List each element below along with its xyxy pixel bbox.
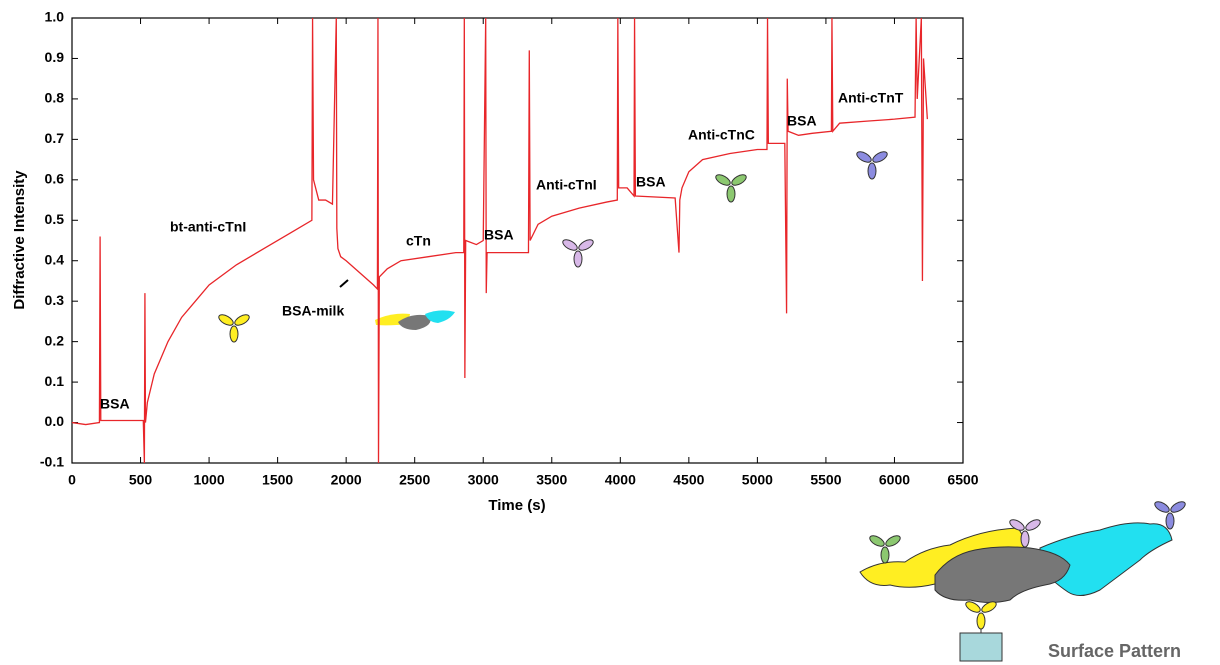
annotation: BSA	[100, 396, 130, 412]
x-tick-label: 5500	[810, 472, 841, 488]
pointer	[339, 279, 349, 288]
data-line	[71, 17, 929, 464]
y-tick-label: 0.5	[45, 211, 65, 227]
surface-diagram	[859, 499, 1188, 662]
x-tick-label: 6500	[947, 472, 978, 488]
antibody-icon	[216, 312, 252, 343]
plot-frame	[71, 17, 964, 464]
x-tick-label: 500	[129, 472, 153, 488]
annotation: BSA	[787, 113, 817, 129]
annotation: bt-anti-cTnI	[170, 219, 246, 235]
y-tick-label: 0.4	[45, 251, 65, 267]
y-tick-label: 0.7	[45, 130, 65, 146]
y-tick-label: 0.8	[45, 90, 65, 106]
antibody-icon	[560, 237, 596, 268]
x-tick-label: 4000	[605, 472, 636, 488]
x-tick-label: 4500	[673, 472, 704, 488]
antibody-icon	[854, 149, 890, 180]
annotation: cTn	[406, 233, 431, 249]
antibody-icon	[713, 172, 749, 203]
x-tick-label: 1500	[262, 472, 293, 488]
x-tick-label: 2000	[331, 472, 362, 488]
y-tick-label: 0.1	[45, 373, 65, 389]
y-axis-label: Diffractive Intensity	[11, 170, 28, 310]
x-tick-label: 0	[68, 472, 76, 488]
y-tick-label: 0.6	[45, 171, 65, 187]
y-tick-label: 0.2	[45, 332, 65, 348]
protein-icon	[375, 310, 455, 330]
x-tick-label: 6000	[879, 472, 910, 488]
y-tick-label: 0.0	[45, 413, 65, 429]
y-tick-label: 1.0	[45, 9, 65, 25]
x-tick-label: 3000	[468, 472, 499, 488]
diagram-label: Surface Pattern	[1048, 641, 1181, 661]
x-tick-label: 5000	[742, 472, 773, 488]
annotation: BSA	[636, 174, 666, 190]
x-tick-label: 2500	[399, 472, 430, 488]
x-tick-label: 1000	[193, 472, 224, 488]
annotation: BSA	[484, 227, 514, 243]
annotation: Anti-cTnC	[688, 127, 755, 143]
annotation: Anti-cTnI	[536, 177, 597, 193]
y-tick-label: -0.1	[40, 454, 64, 470]
x-tick-label: 3500	[536, 472, 567, 488]
x-axis-label: Time (s)	[488, 497, 545, 514]
annotation: BSA-milk	[282, 303, 344, 319]
y-tick-label: 0.3	[45, 292, 65, 308]
annotation: Anti-cTnT	[838, 90, 904, 106]
y-tick-label: 0.9	[45, 49, 65, 65]
